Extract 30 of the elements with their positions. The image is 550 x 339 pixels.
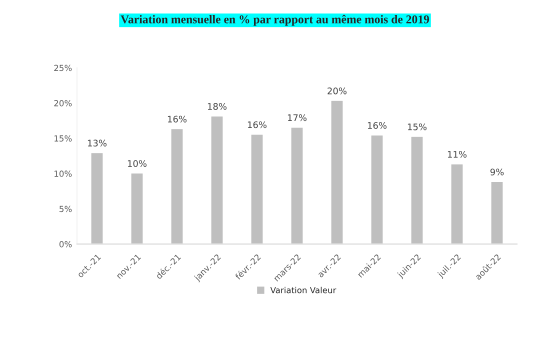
data-label: 17%: [288, 114, 307, 122]
data-label: 13%: [88, 140, 107, 146]
data-label: 10%: [128, 160, 147, 167]
bar: [210, 115, 224, 244]
bar: [450, 163, 464, 244]
bar: [490, 180, 504, 244]
data-label: 18%: [208, 103, 227, 110]
bar: [330, 100, 344, 244]
data-label: 16%: [368, 122, 387, 129]
y-tick-label: 15%: [54, 135, 72, 142]
bar: [250, 133, 264, 244]
bar: [370, 134, 384, 244]
data-label: 9%: [490, 168, 504, 176]
bar: [170, 128, 184, 244]
bar: [130, 172, 144, 244]
y-tick-label: 20%: [54, 100, 72, 106]
data-label: 20%: [328, 87, 347, 94]
legend-label: Variation Valeur: [270, 286, 336, 294]
data-label: 16%: [248, 121, 267, 128]
bar: [290, 126, 304, 244]
y-tick-label: 5%: [60, 206, 72, 212]
data-label: 11%: [448, 150, 467, 158]
bar: [90, 152, 104, 244]
chart-title: Variation mensuelle en % par rapport au même mois de 2019: [120, 14, 430, 26]
bar: [410, 136, 424, 244]
data-label: 16%: [168, 116, 187, 123]
data-label: 15%: [408, 123, 427, 130]
y-tick-label: 10%: [54, 170, 72, 177]
y-tick-label: 25%: [54, 64, 72, 72]
y-tick-label: 0%: [59, 241, 72, 248]
